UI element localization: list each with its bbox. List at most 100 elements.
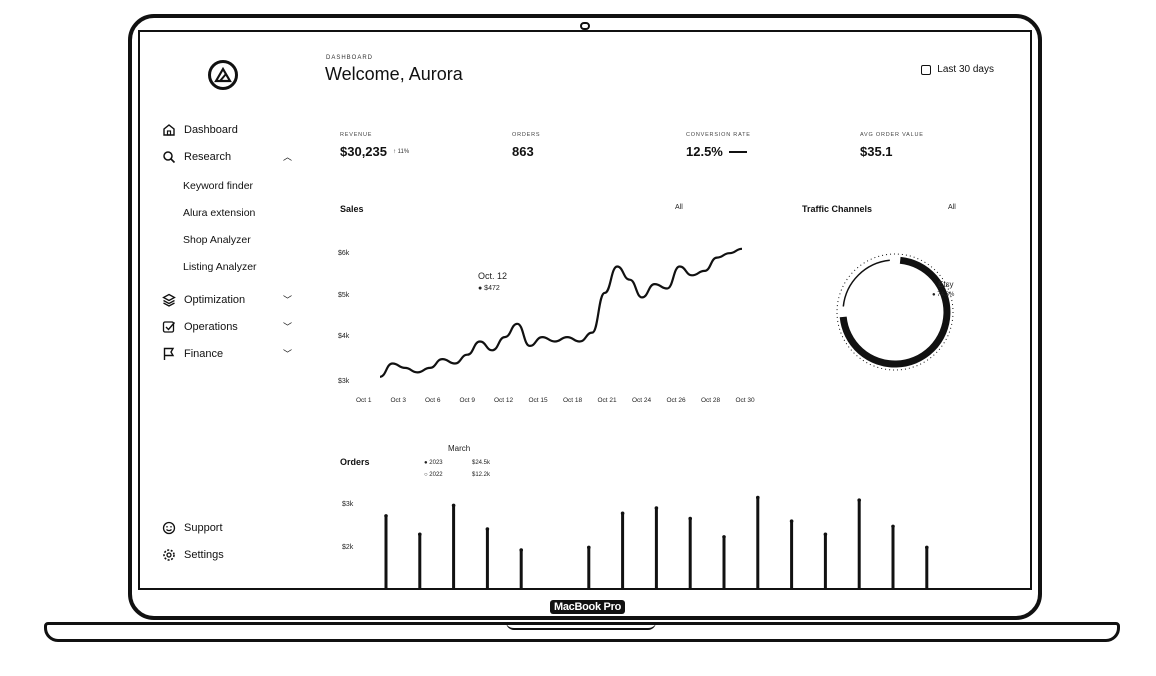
sales-x-tick: Oct 24 [632, 397, 652, 404]
orders-bar-cap [587, 545, 591, 550]
laptop-base-notch [506, 622, 656, 630]
sales-tooltip-value: ● $472 [478, 285, 500, 292]
orders-bar-cap [384, 514, 388, 518]
orders-bar-cap [620, 511, 625, 516]
traffic-title: Traffic Channels [802, 204, 873, 214]
orders-bar-cap [857, 498, 861, 502]
chevron-up-icon[interactable]: ︿ [282, 152, 292, 162]
screen: Dashboard Research ︿ Keyword finder Alur… [138, 30, 1032, 590]
orders-bar-cap [823, 532, 828, 537]
sidebar-item-research[interactable]: Research ︿ [162, 150, 292, 164]
chevron-down-icon[interactable]: ﹀ [282, 295, 292, 305]
orders-tooltip-row1-left: ● 2023 [424, 460, 443, 466]
orders-bar-cap [925, 545, 929, 550]
date-range-label: Last 30 days [937, 64, 994, 75]
traffic-filter[interactable]: All [948, 204, 956, 211]
sales-filter[interactable]: All [675, 204, 683, 211]
orders-bar-cap [451, 503, 456, 508]
device-brand-label: MacBook Pro [550, 600, 625, 614]
sales-x-tick: Oct 3 [390, 397, 407, 404]
sidebar-item-dashboard[interactable]: Dashboard [162, 123, 292, 137]
date-range-picker[interactable]: Last 30 days [921, 64, 994, 75]
sidebar-item-optimization[interactable]: Optimization ﹀ [162, 293, 292, 307]
sales-x-tick: Oct 12 [494, 397, 514, 404]
smile-icon [162, 521, 176, 535]
donut-slice-other [842, 259, 890, 307]
kpi-value: $30,235 [340, 144, 387, 159]
gear-icon [163, 549, 175, 561]
sidebar-item-label: Finance [184, 348, 224, 360]
camera-icon [580, 22, 590, 30]
kpi-value: $35.1 [860, 144, 893, 159]
sidebar-item-settings[interactable]: Settings [162, 548, 292, 562]
sidebar-subitem-alura-extension[interactable]: Alura extension [183, 207, 256, 219]
flag-icon [163, 347, 175, 360]
orders-bar-cap [485, 527, 490, 531]
sidebar-item-support[interactable]: Support [162, 521, 292, 535]
orders-tooltip-row1-right: $24.5k [472, 460, 491, 466]
sales-tooltip-date: Oct. 12 [478, 271, 508, 281]
sidebar-subitem-shop-analyzer[interactable]: Shop Analyzer [183, 234, 251, 246]
orders-tooltip-row2-left: ○ 2022 [424, 472, 443, 478]
chevron-down-icon[interactable]: ﹀ [282, 322, 292, 332]
orders-title: Orders [340, 457, 370, 467]
sales-title: Sales [340, 204, 364, 214]
sales-series-line [379, 247, 743, 378]
sales-x-tick: Oct 26 [666, 397, 686, 404]
layers-icon [162, 293, 176, 307]
orders-bar-cap [891, 524, 895, 529]
checkbox-icon [162, 321, 176, 333]
kpi-label: REVENUE [340, 132, 373, 138]
kpi-trend-flat [728, 150, 747, 153]
sidebar-item-label: Research [184, 151, 232, 163]
kpi-value: 12.5% [686, 144, 723, 159]
app-logo[interactable] [208, 60, 238, 90]
traffic-highlight-value: ● 74.3% [932, 292, 955, 298]
orders-bar-cap [756, 495, 760, 500]
orders-y-tick: $3k [342, 501, 354, 508]
sidebar-subitem-keyword-finder[interactable]: Keyword finder [183, 180, 254, 192]
orders-bar-cap [722, 535, 726, 539]
sidebar-item-label: Dashboard [184, 124, 238, 136]
sales-line-chart [379, 247, 743, 378]
orders-bar-cap [654, 506, 659, 510]
orders-y-tick: $2k [342, 544, 354, 551]
sidebar-item-label: Settings [184, 549, 224, 561]
orders-bar-cap [789, 519, 794, 523]
laptop-base [44, 622, 1120, 642]
kpi-aov: AVG ORDER VALUE $35.1 [860, 132, 924, 159]
sales-x-tick: Oct 1 [356, 397, 372, 404]
sales-x-tick: Oct 21 [597, 397, 617, 404]
sidebar-item-operations[interactable]: Operations ﹀ [162, 320, 292, 334]
sidebar-item-label: Support [184, 522, 223, 534]
sales-y-tick: $4k [338, 333, 350, 340]
calendar-icon [921, 64, 932, 75]
sales-y-tick: $3k [338, 378, 350, 385]
kpi-value: 863 [512, 144, 534, 159]
sales-x-tick: Oct 30 [735, 397, 755, 404]
kpi-delta: ↑ 11% [393, 148, 410, 155]
sidebar-item-label: Operations [184, 321, 238, 333]
orders-bar-cap [688, 516, 692, 521]
donut-track [836, 253, 954, 371]
sidebar-item-label: Optimization [184, 294, 246, 306]
traffic-donut-chart [836, 253, 954, 371]
kpi-orders: ORDERS 863 [512, 132, 540, 159]
kpi-label: AVG ORDER VALUE [860, 132, 924, 138]
orders-bar-cap [418, 532, 422, 537]
sidebar-item-finance[interactable]: Finance ﹀ [162, 347, 292, 361]
sales-y-tick: $6k [338, 250, 350, 257]
chevron-down-icon[interactable]: ﹀ [282, 349, 292, 359]
kpi-label: ORDERS [512, 132, 541, 138]
sales-x-tick: Oct 28 [701, 397, 721, 404]
kpi-revenue: REVENUE $30,235 ↑ 11% [340, 132, 409, 159]
home-icon [163, 124, 175, 136]
page-title: Welcome, Aurora [325, 64, 463, 84]
sales-y-tick: $5k [338, 292, 350, 299]
traffic-highlight-label: Etsy [938, 280, 954, 289]
kpi-conversion: CONVERSION RATE 12.5% [686, 132, 751, 159]
sales-x-tick: Oct 6 [425, 397, 441, 404]
search-icon [163, 151, 176, 164]
kpi-label: CONVERSION RATE [686, 132, 751, 138]
sidebar-subitem-listing-analyzer[interactable]: Listing Analyzer [183, 261, 257, 273]
